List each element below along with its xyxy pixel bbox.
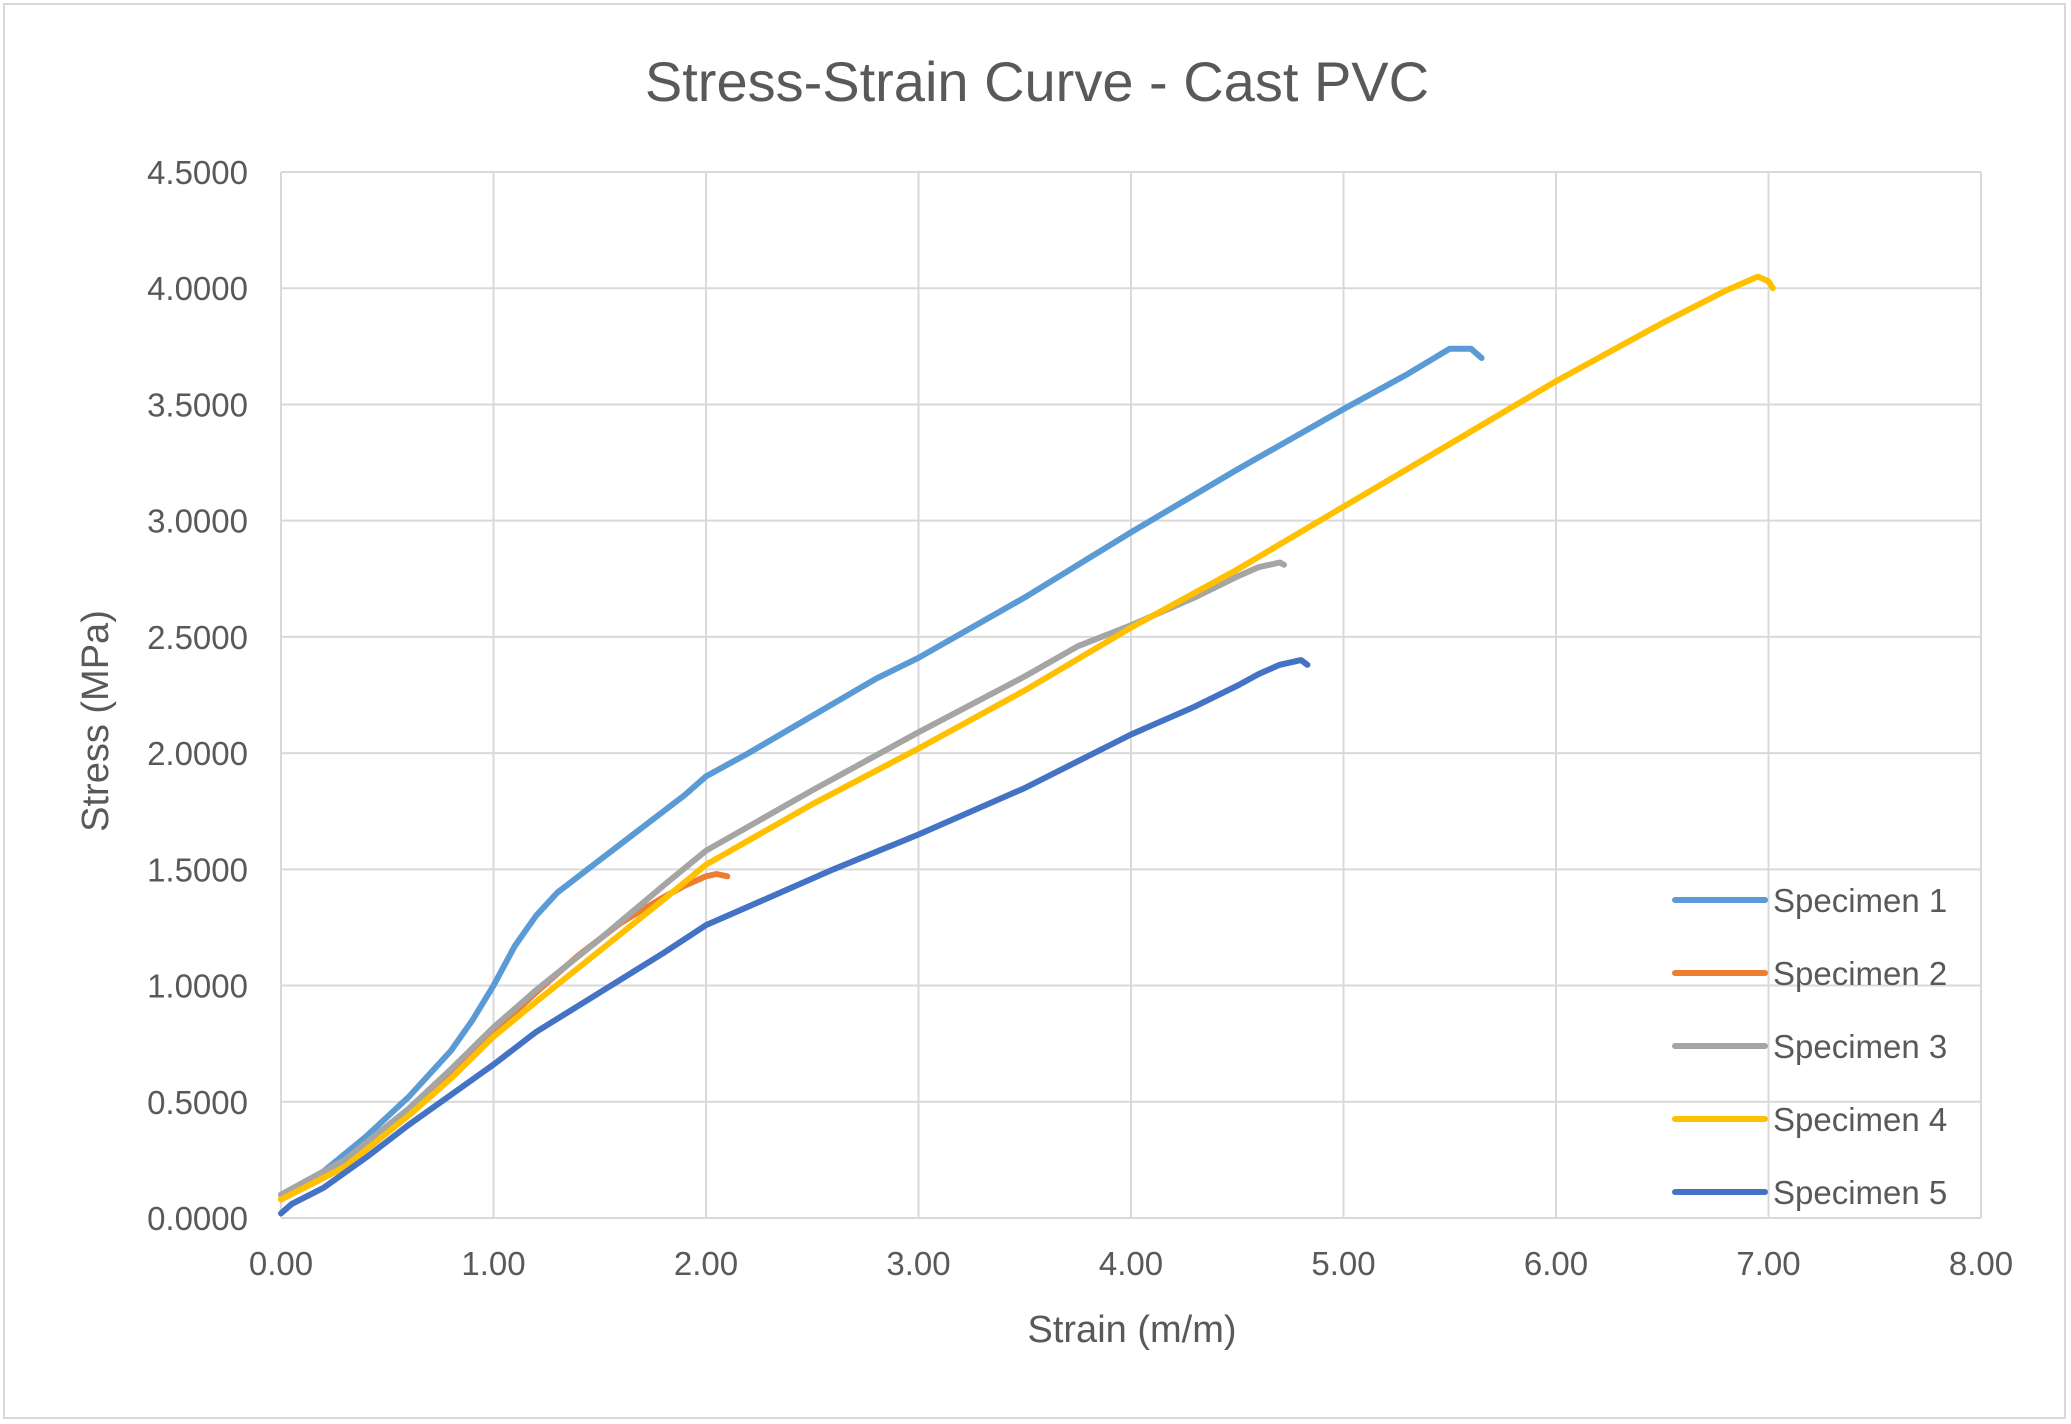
series-line-specimen-5 xyxy=(278,657,1311,1217)
series-line-specimen-3 xyxy=(278,559,1287,1198)
y-tick-label: 4.5000 xyxy=(147,154,248,191)
legend-item-specimen-2: Specimen 2 xyxy=(1672,955,1947,992)
y-tick-label: 3.0000 xyxy=(147,503,248,540)
legend-label: Specimen 2 xyxy=(1773,955,1947,992)
legend-label: Specimen 3 xyxy=(1773,1028,1947,1065)
legend: Specimen 1 Specimen 2 Specimen 3 Specimen 4… xyxy=(1672,882,1947,1211)
y-tick-label: 2.0000 xyxy=(147,735,248,772)
legend-label: Specimen 4 xyxy=(1773,1101,1947,1138)
x-tick-label: 7.00 xyxy=(1736,1245,1800,1282)
y-tick-label: 0.0000 xyxy=(147,1200,248,1237)
legend-label: Specimen 5 xyxy=(1773,1174,1947,1211)
y-tick-label: 1.0000 xyxy=(147,968,248,1005)
series-line-specimen-4 xyxy=(278,273,1776,1203)
gridlines xyxy=(280,171,1982,1219)
chart-title: Stress-Strain Curve - Cast PVC xyxy=(645,50,1429,113)
x-tick-label: 2.00 xyxy=(674,1245,738,1282)
chart-canvas: Stress-Strain Curve - Cast PVC 0.00 1.00 2… xyxy=(75,50,2013,1351)
x-tick-label: 8.00 xyxy=(1949,1245,2013,1282)
y-tick-label: 2.5000 xyxy=(147,619,248,656)
legend-item-specimen-1: Specimen 1 xyxy=(1672,882,1947,919)
axis-ticks: 0.00 1.00 2.00 3.00 4.00 5.00 6.00 7.00 8.00 0.00… xyxy=(147,154,2013,1282)
legend-item-specimen-5: Specimen 5 xyxy=(1672,1174,1947,1211)
chart-frame: Stress-Strain Curve - Cast PVC 0.00 1.00 2… xyxy=(3,3,2066,1419)
series-line-specimen-1 xyxy=(278,345,1485,1198)
y-tick-label: 1.5000 xyxy=(147,851,248,888)
legend-item-specimen-4: Specimen 4 xyxy=(1672,1101,1947,1138)
x-tick-label: 4.00 xyxy=(1099,1245,1163,1282)
x-tick-label: 0.00 xyxy=(249,1245,313,1282)
x-tick-label: 3.00 xyxy=(886,1245,950,1282)
x-tick-label: 5.00 xyxy=(1311,1245,1375,1282)
x-tick-label: 1.00 xyxy=(461,1245,525,1282)
y-tick-label: 3.5000 xyxy=(147,386,248,423)
y-tick-label: 4.0000 xyxy=(147,270,248,307)
legend-label: Specimen 1 xyxy=(1773,882,1947,919)
y-axis-title: Stress (MPa) xyxy=(75,610,117,832)
x-axis-title: Strain (m/m) xyxy=(1028,1309,1237,1351)
x-tick-label: 6.00 xyxy=(1524,1245,1588,1282)
legend-item-specimen-3: Specimen 3 xyxy=(1672,1028,1947,1065)
data-series xyxy=(278,273,1776,1217)
y-tick-label: 0.5000 xyxy=(147,1084,248,1121)
